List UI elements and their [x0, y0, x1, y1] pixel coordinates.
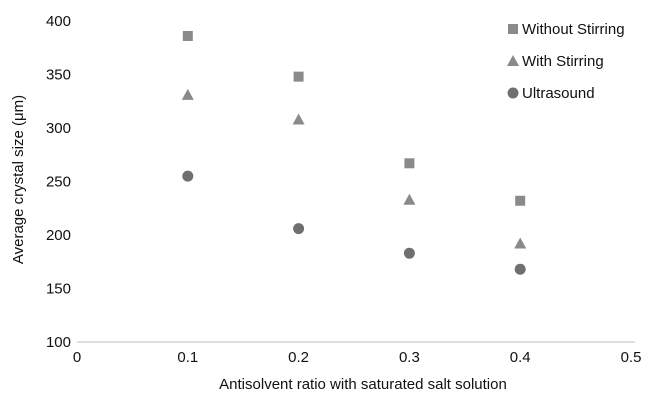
data-point-square: [404, 158, 415, 169]
legend-label: Ultrasound: [522, 85, 595, 102]
legend: Without Stirring With Stirring Ultrasound: [507, 21, 625, 102]
y-axis-title: Average crystal size (μm): [10, 95, 27, 264]
data-point-triangle: [292, 113, 305, 125]
data-point-triangle: [403, 193, 416, 205]
y-tick-label: 150: [46, 281, 71, 298]
y-tick-label: 350: [46, 67, 71, 84]
legend-marker-triangle: [507, 55, 519, 66]
legend-label: Without Stirring: [522, 21, 625, 38]
data-point-circle: [182, 170, 194, 182]
series-circle-points: [182, 170, 526, 275]
y-tick-label: 400: [46, 13, 71, 30]
x-tick-label: 0.5: [621, 349, 642, 366]
data-point-circle: [403, 247, 415, 259]
y-tick-label: 300: [46, 120, 71, 137]
y-tick-label: 200: [46, 227, 71, 244]
legend-item: Without Stirring: [508, 21, 625, 38]
data-point-triangle: [181, 88, 194, 100]
y-tick-label: 250: [46, 174, 71, 191]
legend-label: With Stirring: [522, 53, 604, 70]
x-tick-label: 0.3: [399, 349, 420, 366]
data-point-square: [182, 30, 193, 41]
x-tick-label: 0: [73, 349, 81, 366]
data-point-square: [293, 71, 304, 82]
series-square-points: [182, 30, 526, 206]
series-triangle-points: [181, 88, 527, 249]
x-axis-title: Antisolvent ratio with saturated salt so…: [219, 376, 507, 393]
data-point-circle: [293, 223, 305, 235]
x-tick-label: 0.4: [510, 349, 531, 366]
x-tick-label: 0.1: [177, 349, 198, 366]
legend-item: With Stirring: [507, 53, 604, 70]
legend-marker-square: [508, 24, 518, 34]
legend-item: Ultrasound: [507, 85, 595, 102]
x-tick-label: 0.2: [288, 349, 309, 366]
data-point-square: [515, 195, 526, 206]
legend-marker-circle: [507, 87, 519, 99]
data-point-triangle: [514, 237, 527, 249]
y-tick-label: 100: [46, 334, 71, 351]
data-point-circle: [514, 263, 526, 275]
